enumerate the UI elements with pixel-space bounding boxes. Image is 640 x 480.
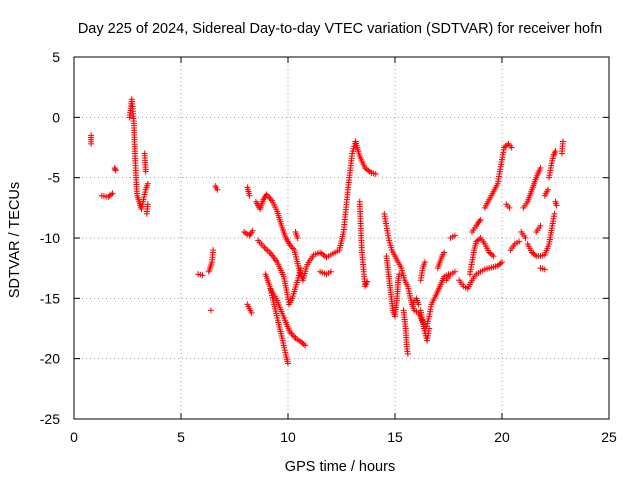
data-point bbox=[300, 341, 307, 348]
y-tick-label: 5 bbox=[52, 49, 60, 65]
data-point bbox=[214, 186, 221, 193]
data-points bbox=[88, 96, 566, 367]
x-tick-label: 20 bbox=[494, 429, 510, 445]
data-point bbox=[246, 192, 253, 199]
data-point bbox=[477, 216, 484, 223]
data-point bbox=[144, 180, 151, 187]
y-tick-label: 0 bbox=[52, 109, 60, 125]
data-point bbox=[489, 251, 496, 258]
data-point bbox=[294, 235, 301, 241]
chart-title: Day 225 of 2024, Sidereal Day-to-day VTE… bbox=[78, 21, 602, 37]
data-point bbox=[476, 236, 483, 243]
x-tick-label: 25 bbox=[601, 429, 617, 445]
data-point bbox=[531, 251, 538, 258]
data-point bbox=[302, 342, 309, 349]
data-point bbox=[199, 272, 206, 279]
y-tick-label: -20 bbox=[40, 351, 60, 367]
y-axis-label: SDTVAR / TECUs bbox=[7, 182, 23, 298]
data-point bbox=[210, 247, 217, 254]
axis-ticks: 0 5 10 15 20 25 -25 -20 -15 -10 -5 0 5 bbox=[40, 49, 617, 445]
data-point bbox=[112, 167, 119, 174]
data-point bbox=[249, 227, 256, 234]
data-point bbox=[503, 142, 510, 149]
data-point bbox=[289, 332, 296, 339]
data-point bbox=[451, 232, 458, 239]
data-point bbox=[207, 307, 214, 314]
data-point bbox=[451, 268, 458, 275]
y-tick-label: -15 bbox=[40, 290, 60, 306]
data-point bbox=[297, 265, 304, 272]
data-point bbox=[415, 301, 422, 308]
data-point bbox=[266, 194, 273, 201]
y-tick-label: -5 bbox=[48, 170, 61, 186]
data-point bbox=[490, 253, 497, 260]
data-point bbox=[404, 350, 411, 357]
data-point bbox=[516, 238, 523, 245]
data-point bbox=[508, 144, 515, 151]
data-point bbox=[421, 259, 428, 266]
data-point bbox=[476, 218, 483, 225]
data-point bbox=[88, 140, 95, 147]
data-point bbox=[559, 138, 566, 145]
x-tick-label: 15 bbox=[387, 429, 403, 445]
data-point bbox=[372, 171, 379, 178]
data-point bbox=[426, 325, 433, 332]
x-axis-label: GPS time / hours bbox=[285, 459, 395, 475]
data-point bbox=[522, 235, 529, 241]
data-point bbox=[248, 309, 255, 316]
x-tick-label: 10 bbox=[280, 429, 296, 445]
y-tick-label: -10 bbox=[40, 230, 60, 246]
data-point bbox=[553, 202, 560, 209]
data-point bbox=[552, 148, 559, 155]
data-point bbox=[364, 278, 371, 285]
data-point bbox=[285, 360, 291, 367]
data-point bbox=[499, 259, 505, 266]
data-point bbox=[144, 201, 151, 208]
x-tick-label: 0 bbox=[70, 429, 78, 445]
data-point bbox=[327, 268, 334, 275]
data-point bbox=[112, 166, 119, 173]
x-tick-label: 5 bbox=[177, 429, 185, 445]
data-point bbox=[291, 333, 298, 340]
data-point bbox=[545, 186, 552, 193]
data-point bbox=[142, 168, 149, 175]
data-point bbox=[497, 260, 504, 267]
data-point bbox=[551, 210, 558, 217]
data-point bbox=[537, 222, 544, 229]
data-point bbox=[441, 249, 448, 256]
data-point bbox=[506, 204, 513, 211]
grid-lines bbox=[74, 57, 609, 419]
data-point bbox=[396, 271, 403, 278]
y-tick-label: -25 bbox=[40, 411, 60, 427]
data-point bbox=[537, 165, 544, 172]
data-point bbox=[108, 191, 115, 198]
data-point bbox=[109, 190, 116, 197]
data-point bbox=[541, 266, 548, 273]
